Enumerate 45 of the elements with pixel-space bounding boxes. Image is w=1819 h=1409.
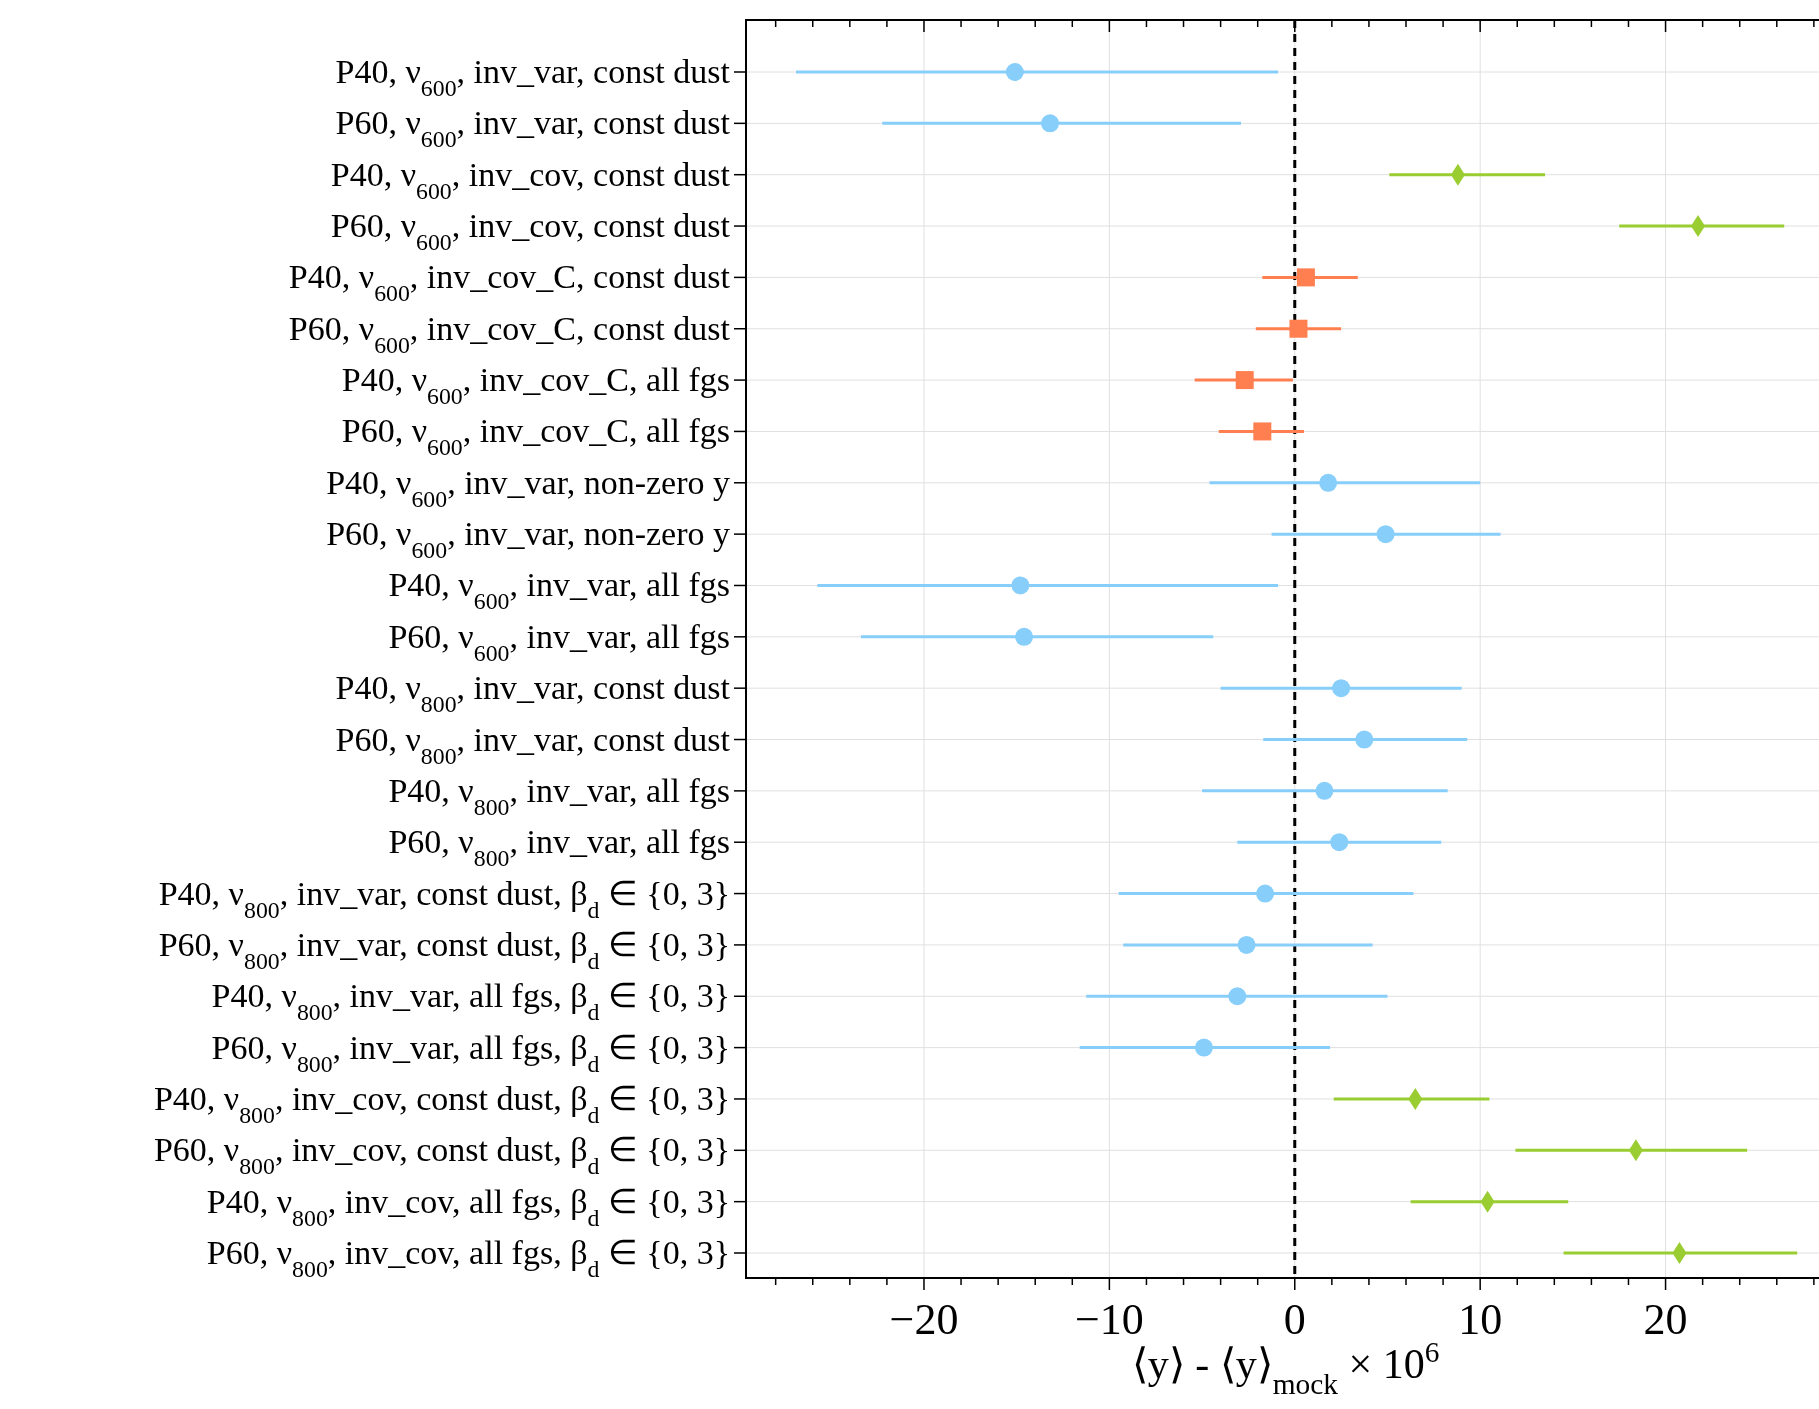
point — [1355, 730, 1374, 749]
y-tick-label: P60, ν$_{600}$, inv_cov_C, all fgs — [341, 412, 730, 461]
y-tick-label: P60, ν$_{600}$, inv_cov_C, const dust — [288, 309, 731, 358]
y-tick-label: P40, ν$_{600}$, inv_var, const dust — [335, 53, 731, 101]
y-tick-label: P40, ν$_{600}$, inv_var, non-zero y — [326, 463, 730, 512]
point — [1253, 422, 1272, 441]
y-tick-label: P40, ν$_{800}$, inv_var, const dust — [335, 669, 731, 718]
y-tick-label: P60, ν$_{800}$, inv_cov, all fgs, β$_{d}$ ∈ {0, 3} — [206, 1234, 730, 1282]
y-tick-label: P40, ν$_{800}$, inv_var, const dust, β$_{d}$ ∈ {0, 3} — [158, 874, 730, 923]
y-tick-label: P60, ν$_{600}$, inv_var, const dust — [335, 104, 731, 153]
y-tick-label: P40, ν$_{800}$, inv_cov, all fgs, β$_{d}$ ∈ {0, 3} — [206, 1182, 730, 1231]
point — [1332, 679, 1351, 698]
point — [1194, 1038, 1213, 1057]
y-tick-label: P60, ν$_{800}$, inv_cov, const dust, β$_{d}$ ∈ {0, 3} — [153, 1131, 730, 1180]
point — [1319, 473, 1338, 492]
x-tick-label: 20 — [1643, 1295, 1688, 1344]
point — [1330, 833, 1349, 852]
point — [1376, 525, 1395, 544]
y-tick-label: P40, ν$_{800}$, inv_var, all fgs — [388, 771, 730, 820]
point — [1041, 114, 1060, 133]
y-tick-label: P40, ν$_{800}$, inv_cov, const dust, β$_{d}$ ∈ {0, 3} — [153, 1079, 730, 1128]
y-tick-label: P60, ν$_{800}$, inv_var, all fgs — [388, 823, 730, 872]
point — [1237, 935, 1256, 954]
y-tick-label: P60, ν$_{800}$, inv_var, all fgs, β$_{d}$ ∈ {0, 3} — [211, 1028, 730, 1077]
y-tick-label: P60, ν$_{600}$, inv_var, non-zero y — [326, 515, 730, 564]
point — [1315, 781, 1334, 800]
x-tick-label: 10 — [1458, 1295, 1503, 1344]
y-tick-label: P40, ν$_{800}$, inv_var, all fgs, β$_{d}$ ∈ {0, 3} — [211, 977, 730, 1026]
x-tick-label: −20 — [889, 1295, 959, 1344]
point — [1296, 268, 1315, 287]
y-tick-label: P40, ν$_{600}$, inv_cov_C, const dust — [288, 258, 731, 307]
point — [1228, 987, 1247, 1006]
point — [1256, 884, 1275, 903]
y-tick-label: P40, ν$_{600}$, inv_cov_C, all fgs — [341, 361, 730, 410]
y-tick-label: P60, ν$_{800}$, inv_var, const dust — [335, 720, 731, 769]
y-tick-label: P60, ν$_{600}$, inv_cov, const dust — [330, 207, 731, 256]
point — [1235, 371, 1254, 390]
point — [1015, 627, 1034, 646]
point — [1011, 576, 1030, 595]
y-tick-label: P40, ν$_{600}$, inv_var, all fgs — [388, 566, 730, 615]
y-tick-label: P40, ν$_{600}$, inv_cov, const dust — [330, 155, 731, 204]
point — [1289, 319, 1308, 338]
y-tick-label: P60, ν$_{600}$, inv_var, all fgs — [388, 617, 730, 666]
point — [1005, 63, 1024, 81]
y-tick-label: P60, ν$_{800}$, inv_var, const dust, β$_{d}$ ∈ {0, 3} — [158, 925, 730, 974]
